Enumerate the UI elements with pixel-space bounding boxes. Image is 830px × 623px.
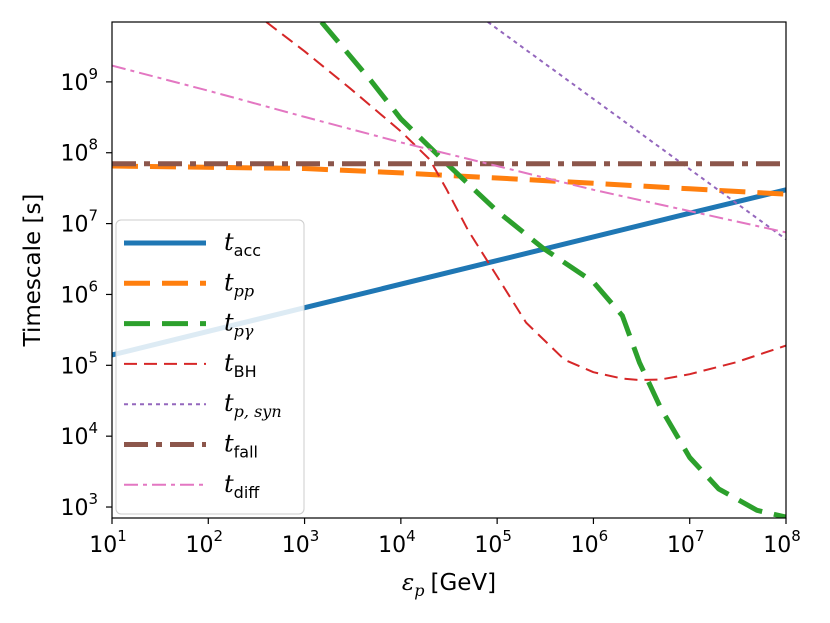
y-tick-label-1: 104	[60, 419, 98, 450]
y-tick-label-4: 107	[60, 207, 98, 238]
legend-label-0: tacc	[224, 228, 261, 260]
y-tick-label-5: 108	[60, 136, 98, 167]
x-axis-label: εp [GeV]	[402, 570, 496, 600]
y-axis-label: Timescale [s]	[20, 194, 46, 348]
x-axis-subscript: p	[414, 581, 424, 600]
series-line-p-2	[319, 22, 786, 518]
x-tick-label-3: 104	[378, 527, 416, 558]
tick-layer: 101 102 103 104 105 106 107 108 103 104 105 106 107 1…	[60, 65, 800, 558]
series-line-psyn-4	[487, 22, 786, 241]
x-tick-label-4: 105	[474, 527, 512, 558]
y-tick-label-6: 109	[60, 65, 98, 96]
x-tick-label-7: 108	[763, 527, 801, 558]
x-axis-unit: [GeV]	[430, 570, 496, 596]
series-layer	[112, 22, 786, 518]
legend-label-5: tfall	[224, 430, 258, 462]
y-tick-label-0: 103	[60, 490, 98, 521]
legend: tacc tpp tpγ tBH tp, syn tfall tdiff	[115, 219, 305, 515]
series-line-pp-1	[112, 163, 786, 197]
x-tick-label-6: 107	[667, 527, 705, 558]
y-tick-label-2: 105	[60, 348, 98, 379]
legend-label-1: tpp	[224, 268, 254, 300]
legend-label-2: tpγ	[224, 309, 254, 341]
legend-label-3: tBH	[224, 349, 257, 381]
legend-label-6: tdiff	[224, 470, 260, 502]
y-tick-label-3: 106	[60, 277, 98, 308]
legend-box	[115, 219, 305, 515]
x-tick-label-5: 106	[571, 527, 609, 558]
x-tick-label-2: 103	[282, 527, 320, 558]
legend-label-4: tp, syn	[224, 389, 282, 421]
series-line-BH-3	[265, 22, 786, 381]
x-tick-label-1: 102	[186, 527, 224, 558]
series-line-diff-6	[112, 64, 786, 234]
plot-frame	[111, 21, 787, 519]
x-tick-label-0: 101	[89, 527, 127, 558]
x-axis-symbol: ε	[402, 570, 414, 596]
